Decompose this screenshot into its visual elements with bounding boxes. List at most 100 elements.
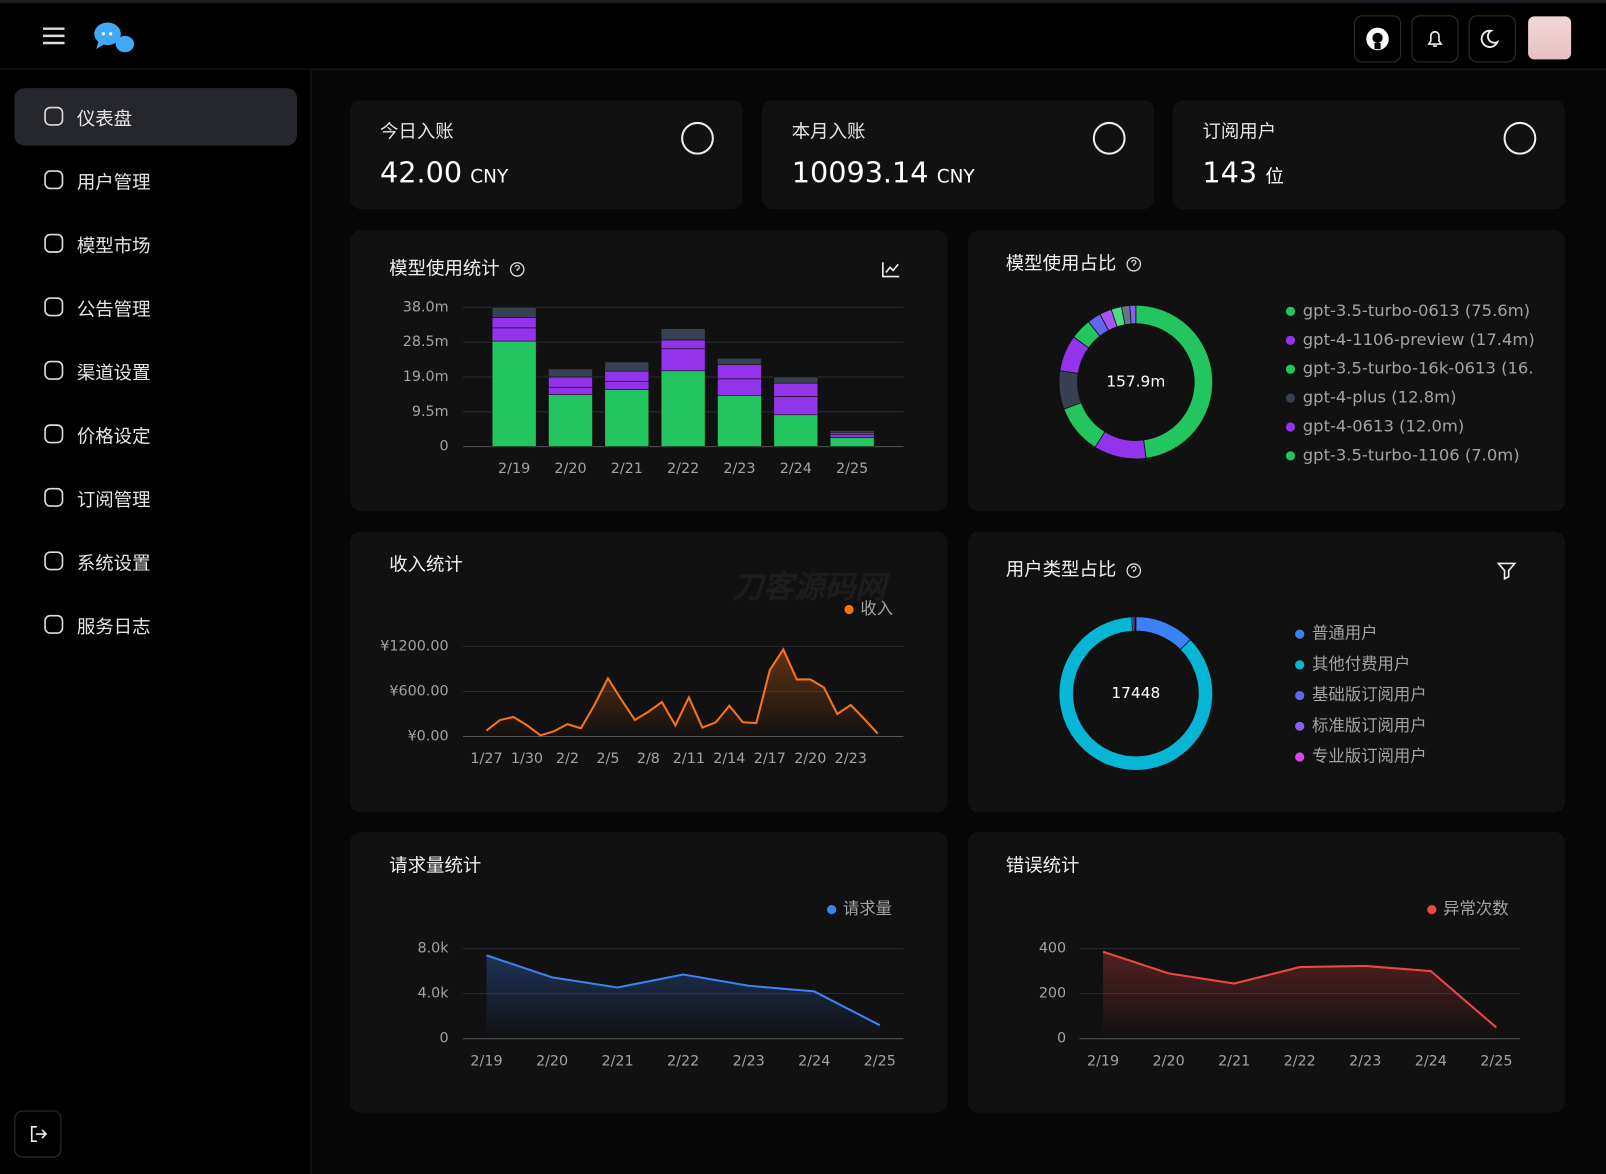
x-tick-label: 2/2: [556, 751, 579, 767]
menu-label: 渠道设置: [76, 362, 151, 385]
line: [486, 954, 881, 1027]
chart-title: 模型使用占比: [1006, 253, 1117, 274]
bar-segment: [491, 340, 537, 447]
x-tick-label: 2/21: [611, 461, 643, 477]
menu-label: 仪表盘: [76, 108, 133, 131]
bar-segment: [829, 434, 875, 438]
y-tick-label: ¥600.00: [389, 683, 448, 699]
menu-icon: [44, 487, 64, 507]
legend-label: gpt-3.5-turbo-16k-0613 (16.: [1303, 359, 1534, 378]
x-tick-label: 2/22: [667, 461, 699, 477]
legend-label: 请求量: [843, 899, 892, 918]
help-icon: [1126, 563, 1142, 578]
help-icon: [514, 264, 520, 271]
menu-label: 服务日志: [76, 616, 151, 639]
github-button[interactable]: [1353, 15, 1402, 63]
x-tick-label: 2/20: [536, 1053, 568, 1069]
y-tick-label: 400: [1039, 941, 1066, 957]
avatar[interactable]: [1528, 16, 1572, 60]
bar-segment: [829, 437, 875, 447]
chart-title: 用户类型占比: [1006, 560, 1117, 581]
bar-segment: [604, 370, 650, 382]
legend-label: gpt-4-0613 (12.0m): [1303, 416, 1464, 435]
menu-item[interactable]: 服务日志: [14, 596, 297, 653]
legend-label: gpt-3.5-turbo-0613 (75.6m): [1303, 301, 1530, 320]
x-tick-label: 2/20: [794, 751, 826, 767]
x-tick-label: 2/21: [602, 1053, 634, 1069]
y-tick-label: 0: [439, 439, 448, 455]
stat-unit: 位: [1265, 165, 1284, 188]
x-tick-label: 1/27: [470, 751, 502, 767]
stat-value: 42.00: [379, 155, 463, 190]
legend-dot: [844, 604, 854, 615]
bar-segment: [491, 307, 537, 318]
stat-unit: CNY: [470, 165, 509, 188]
menu-item[interactable]: 仪表盘: [14, 88, 298, 146]
bar-segment: [660, 339, 706, 350]
menu-label: 公告管理: [76, 299, 151, 321]
menu-label: 订阅管理: [76, 489, 151, 512]
x-tick-label: 2/23: [733, 1053, 765, 1069]
menu-item[interactable]: 价格设定: [14, 406, 297, 463]
menu-item[interactable]: 用户管理: [14, 152, 297, 209]
legend-dot: [1295, 690, 1305, 701]
stat-card: 本月入账 10093.14 CNY: [762, 100, 1155, 209]
line: [1102, 950, 1498, 1029]
bar-segment: [829, 430, 875, 433]
legend-dot: [1285, 393, 1296, 403]
card: [350, 831, 948, 1113]
bar-segment: [491, 317, 537, 329]
card: [350, 531, 948, 813]
x-tick-label: 2/25: [1480, 1053, 1512, 1069]
menu-item[interactable]: 公告管理: [14, 279, 297, 336]
menu-item[interactable]: 订阅管理: [14, 469, 297, 526]
y-tick-label: 9.5m: [412, 404, 449, 420]
x-tick-label: 2/14: [713, 751, 745, 767]
x-tick-label: 2/23: [835, 751, 867, 767]
x-tick-label: 2/20: [1153, 1053, 1185, 1069]
help-icon: [509, 262, 525, 277]
bar-segment: [717, 395, 762, 447]
logo[interactable]: [92, 19, 137, 56]
menu-label: 模型市场: [76, 235, 151, 258]
menu-label: 价格设定: [76, 426, 151, 448]
x-tick-label: 2/20: [554, 461, 586, 477]
x-tick-label: 2/8: [637, 751, 660, 767]
x-tick-label: 2/25: [864, 1053, 896, 1069]
bar-segment: [773, 414, 819, 447]
legend-dot: [1295, 721, 1305, 731]
menu-item[interactable]: 渠道设置: [14, 342, 297, 399]
menu-icon: [44, 106, 64, 126]
bar-segment: [548, 376, 593, 388]
filter-icon[interactable]: [1496, 562, 1517, 581]
x-tick-label: 1/30: [511, 751, 543, 767]
stat-value-row: 10093.14 CNY: [792, 156, 975, 190]
legend-dot: [1285, 451, 1296, 461]
x-tick-label: 2/22: [667, 1053, 699, 1069]
legend-label: 专业版订阅用户: [1312, 747, 1427, 766]
legend-dot: [1285, 364, 1296, 374]
menu-button[interactable]: [41, 24, 68, 51]
bar-segment: [491, 327, 537, 342]
bar-segment: [660, 348, 706, 372]
theme-button[interactable]: [1468, 15, 1516, 63]
donut-slice: [1058, 370, 1082, 410]
stat-icon: [1092, 121, 1126, 155]
stat-value-row: 143 位: [1202, 156, 1283, 190]
chart-icon[interactable]: [882, 262, 900, 278]
menu-icon: [44, 424, 64, 444]
menu-item[interactable]: 系统设置: [14, 533, 297, 590]
menu-item[interactable]: 模型市场: [14, 215, 297, 272]
logout-button[interactable]: [14, 1110, 62, 1158]
menu-label: 系统设置: [76, 553, 151, 575]
legend-label: gpt-3.5-turbo-1106 (7.0m): [1303, 445, 1520, 464]
x-tick-label: 2/11: [673, 751, 705, 767]
help-icon: [1131, 565, 1137, 573]
chart-title: 模型使用统计: [389, 258, 500, 279]
notification-button[interactable]: [1411, 15, 1459, 63]
x-tick-label: 2/24: [1415, 1053, 1447, 1069]
x-tick-label: 2/22: [1284, 1053, 1316, 1069]
line: [485, 647, 879, 737]
